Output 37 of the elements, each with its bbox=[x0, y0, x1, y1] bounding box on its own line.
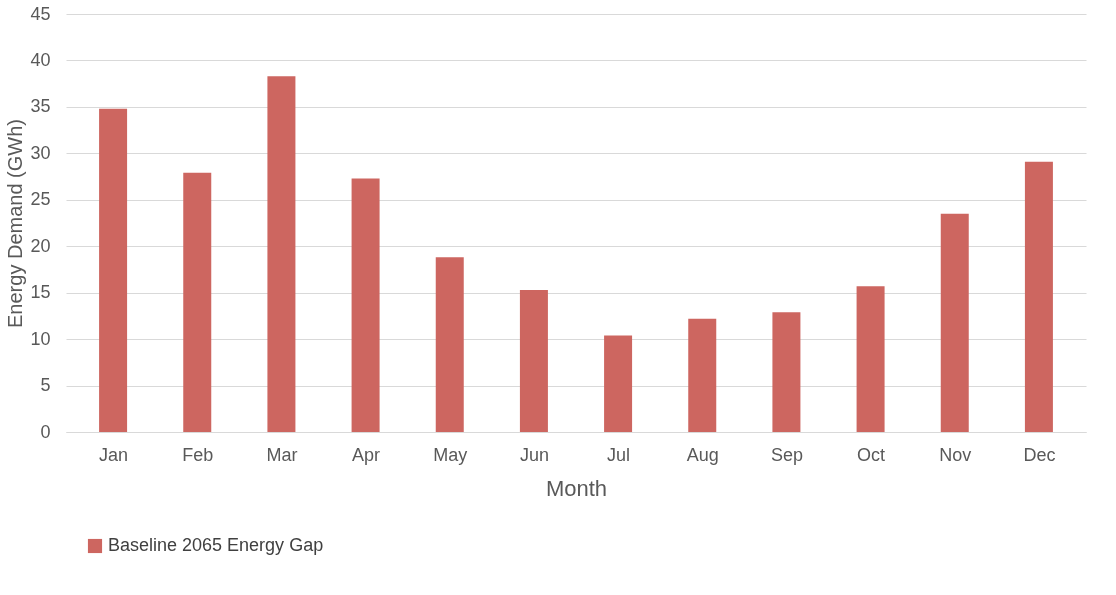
x-tick-label: Sep bbox=[770, 444, 803, 465]
y-tick-label: 15 bbox=[30, 282, 51, 303]
x-axis-title: Month bbox=[545, 475, 608, 501]
y-tick-label: 45 bbox=[30, 3, 51, 24]
bar bbox=[519, 289, 548, 432]
y-tick-label: 40 bbox=[30, 49, 51, 70]
y-tick-label: 30 bbox=[30, 142, 51, 163]
x-tick-label: Oct bbox=[857, 444, 886, 465]
bar bbox=[183, 172, 212, 432]
y-tick-label: 10 bbox=[30, 328, 51, 349]
bar bbox=[1024, 161, 1053, 432]
bar bbox=[435, 257, 464, 432]
bar bbox=[772, 312, 801, 432]
y-tick-label: 35 bbox=[30, 96, 51, 117]
x-tick-label: Jan bbox=[99, 444, 129, 465]
y-axis-title: Energy Demand (GWh) bbox=[4, 119, 27, 328]
bar bbox=[688, 318, 717, 432]
bar bbox=[604, 335, 633, 432]
x-tick-label: Apr bbox=[352, 444, 381, 465]
x-tick-label: Jun bbox=[519, 444, 549, 465]
y-tick-label: 20 bbox=[30, 235, 51, 256]
bar bbox=[940, 213, 969, 432]
y-tick-label: 25 bbox=[30, 189, 51, 210]
x-tick-label: Nov bbox=[939, 444, 972, 465]
x-tick-label: Dec bbox=[1023, 444, 1056, 465]
x-tick-label: May bbox=[433, 444, 468, 465]
bar bbox=[856, 286, 885, 432]
x-tick-label: Feb bbox=[182, 444, 214, 465]
x-tick-label: Mar bbox=[266, 444, 298, 465]
x-tick-label: Jul bbox=[607, 444, 631, 465]
x-tick-label: Aug bbox=[686, 444, 719, 465]
bar bbox=[351, 178, 380, 432]
legend-label: Baseline 2065 Energy Gap bbox=[108, 535, 324, 555]
bar bbox=[99, 108, 128, 432]
y-tick-label: 5 bbox=[40, 375, 51, 396]
bar bbox=[267, 76, 296, 432]
y-tick-label: 0 bbox=[40, 421, 51, 442]
